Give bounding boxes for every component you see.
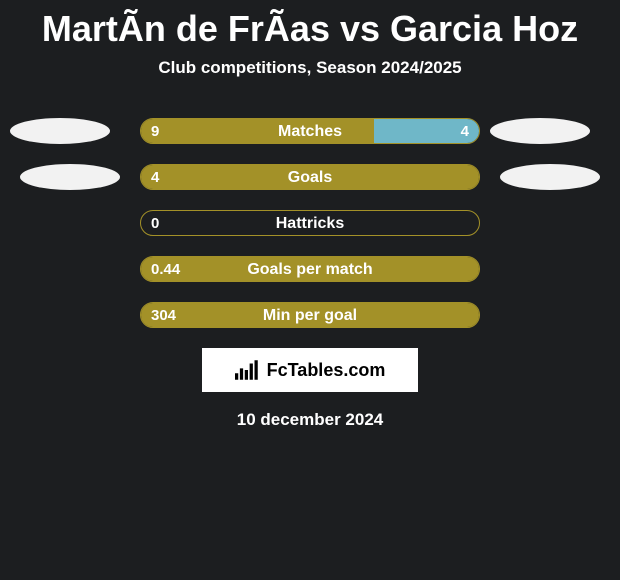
bar-left-fill <box>141 303 479 327</box>
stat-row: 94Matches <box>0 118 620 144</box>
page-title: MartÃn de FrÃas vs Garcia Hoz <box>0 0 620 50</box>
bar-left-fill <box>141 165 479 189</box>
right-pill <box>490 118 590 144</box>
stat-row: 4Goals <box>0 164 620 190</box>
stat-row: 0Hattricks <box>0 210 620 236</box>
bars-icon <box>235 359 261 381</box>
left-pill <box>20 164 120 190</box>
metric-label: Hattricks <box>141 211 479 236</box>
bar-track: 94Matches <box>140 118 480 144</box>
bar-track: 4Goals <box>140 164 480 190</box>
left-value: 0 <box>151 211 159 236</box>
page-subtitle: Club competitions, Season 2024/2025 <box>0 58 620 78</box>
left-value: 4 <box>151 165 159 190</box>
stat-row: 304Min per goal <box>0 302 620 328</box>
brand-text: FcTables.com <box>267 360 386 381</box>
bar-left-fill <box>141 119 374 143</box>
date-text: 10 december 2024 <box>0 410 620 430</box>
left-value: 304 <box>151 303 176 328</box>
left-value: 0.44 <box>151 257 180 282</box>
bar-track: 0Hattricks <box>140 210 480 236</box>
left-value: 9 <box>151 119 159 144</box>
bar-left-fill <box>141 257 479 281</box>
bar-track: 304Min per goal <box>140 302 480 328</box>
right-value: 4 <box>461 119 469 144</box>
bar-track: 0.44Goals per match <box>140 256 480 282</box>
left-pill <box>10 118 110 144</box>
right-pill <box>500 164 600 190</box>
stat-row: 0.44Goals per match <box>0 256 620 282</box>
stat-rows: 94Matches4Goals0Hattricks0.44Goals per m… <box>0 118 620 328</box>
brand-badge: FcTables.com <box>202 348 418 392</box>
